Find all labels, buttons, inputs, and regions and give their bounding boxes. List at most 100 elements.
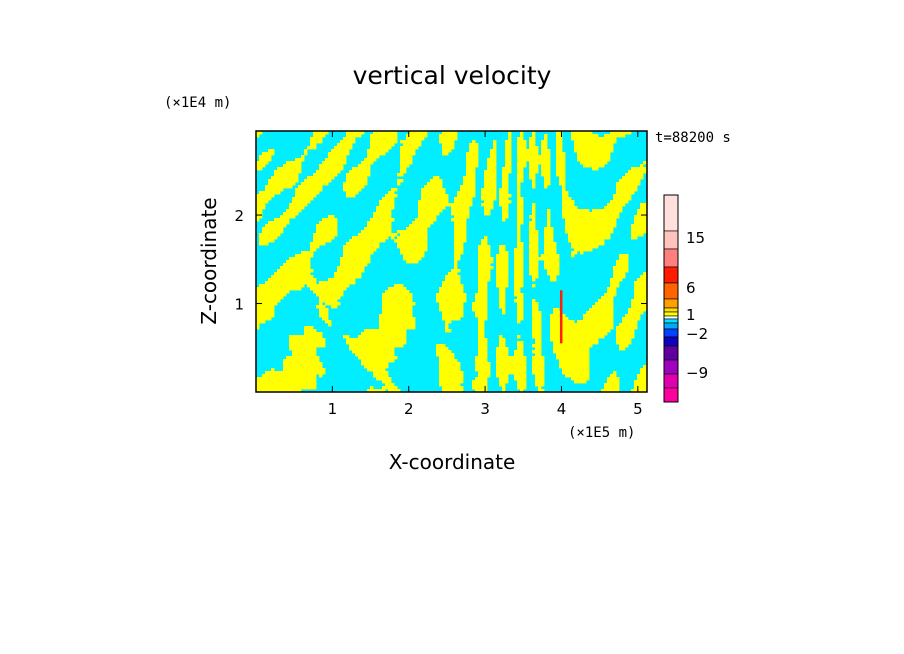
- field-cell: [316, 242, 320, 246]
- field-cell: [262, 314, 266, 318]
- field-cell: [532, 329, 536, 333]
- field-cell: [322, 305, 326, 309]
- field-cell: [406, 242, 410, 246]
- field-cell: [358, 260, 362, 264]
- field-cell: [484, 260, 488, 264]
- field-cell: [631, 188, 635, 192]
- field-cell: [325, 239, 329, 243]
- field-cell: [340, 158, 344, 162]
- field-cell: [580, 368, 584, 372]
- field-cell: [583, 380, 587, 384]
- field-cell: [394, 134, 398, 138]
- field-cell: [520, 200, 524, 204]
- field-cell: [463, 239, 467, 243]
- field-cell: [298, 203, 302, 207]
- field-cell: [352, 260, 356, 264]
- field-cell: [601, 326, 605, 330]
- field-cell: [580, 335, 584, 339]
- field-cell: [598, 149, 602, 153]
- field-cell: [625, 182, 629, 186]
- field-cell: [445, 311, 449, 315]
- field-cell: [292, 260, 296, 264]
- field-cell: [382, 203, 386, 207]
- field-cell: [640, 311, 644, 315]
- field-cell: [322, 338, 326, 342]
- field-cell: [271, 233, 275, 237]
- field-cell: [481, 272, 485, 276]
- field-cell: [445, 317, 449, 321]
- field-cell: [400, 170, 404, 174]
- field-cell: [571, 236, 575, 240]
- field-cell: [400, 233, 404, 237]
- field-cell: [259, 236, 263, 240]
- field-cell: [307, 347, 311, 351]
- field-cell: [274, 275, 278, 279]
- field-cell: [319, 185, 323, 189]
- field-cell: [406, 134, 410, 138]
- field-cell: [484, 251, 488, 255]
- field-cell: [448, 365, 452, 369]
- field-cell: [541, 377, 545, 381]
- field-cell: [316, 236, 320, 240]
- field-cell: [460, 305, 464, 309]
- field-cell: [454, 302, 458, 306]
- field-cell: [442, 347, 446, 351]
- field-cell: [592, 323, 596, 327]
- field-cell: [388, 134, 392, 138]
- field-cell: [274, 389, 278, 392]
- field-cell: [343, 149, 347, 153]
- field-cell: [295, 371, 299, 375]
- field-cell: [457, 302, 461, 306]
- field-cell: [403, 140, 407, 144]
- field-cell: [577, 248, 581, 252]
- field-cell: [343, 263, 347, 267]
- field-cell: [487, 206, 491, 210]
- field-cell: [337, 272, 341, 276]
- field-cell: [595, 311, 599, 315]
- field-cell: [454, 257, 458, 261]
- field-cell: [322, 134, 326, 138]
- field-cell: [280, 227, 284, 231]
- field-cell: [583, 248, 587, 252]
- field-cell: [304, 368, 308, 372]
- field-cell: [259, 197, 263, 201]
- field-cell: [466, 161, 470, 165]
- field-cell: [370, 155, 374, 159]
- field-cell: [313, 383, 317, 387]
- field-cell: [577, 146, 581, 150]
- field-cell: [295, 284, 299, 288]
- field-cell: [301, 356, 305, 360]
- field-cell: [589, 212, 593, 216]
- field-cell: [400, 314, 404, 318]
- field-cell: [397, 320, 401, 324]
- field-cell: [496, 359, 500, 363]
- field-cell: [451, 317, 455, 321]
- field-cell: [514, 287, 518, 291]
- field-cell: [331, 152, 335, 156]
- colorbar-swatch: [663, 315, 679, 320]
- field-cell: [388, 335, 392, 339]
- field-cell: [610, 326, 614, 330]
- field-cell: [385, 212, 389, 216]
- field-cell: [430, 188, 434, 192]
- field-cell: [289, 266, 293, 270]
- field-cell: [367, 245, 371, 249]
- field-cell: [577, 155, 581, 159]
- field-cell: [424, 248, 428, 252]
- field-cell: [502, 248, 506, 252]
- field-cell: [562, 371, 566, 375]
- field-cell: [571, 212, 575, 216]
- field-cell: [385, 380, 389, 384]
- field-cell: [448, 284, 452, 288]
- field-cell: [310, 248, 314, 252]
- field-cell: [268, 371, 272, 375]
- field-cell: [271, 293, 275, 297]
- field-cell: [322, 164, 326, 168]
- field-cell: [292, 176, 296, 180]
- field-cell: [583, 338, 587, 342]
- field-cell: [358, 188, 362, 192]
- field-cell: [562, 356, 566, 360]
- field-cell: [367, 167, 371, 171]
- y-axis-label: Z-coordinate: [197, 197, 221, 324]
- field-cell: [331, 167, 335, 171]
